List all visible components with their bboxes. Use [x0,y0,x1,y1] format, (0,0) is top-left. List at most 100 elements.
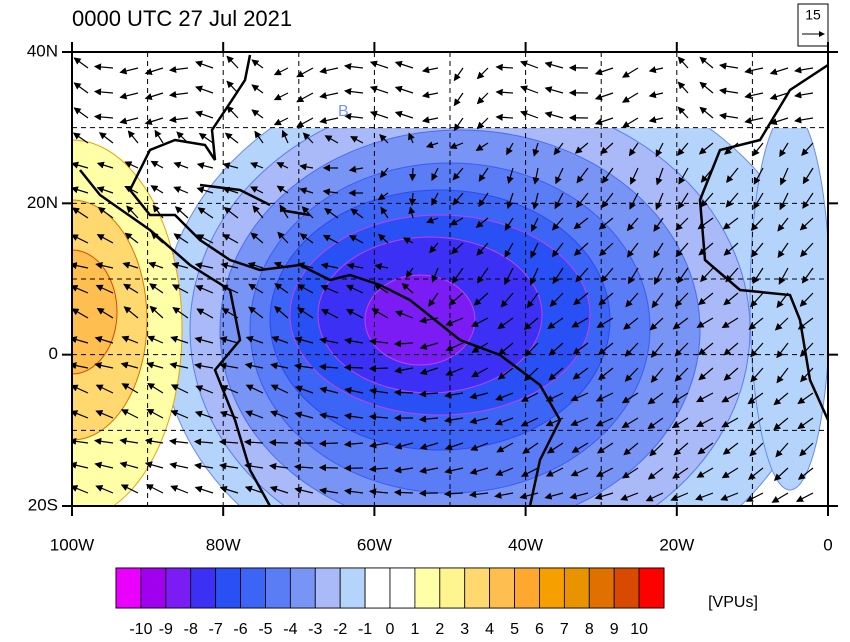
x-tick-label: 40W [508,535,543,554]
wind-vector [799,342,814,357]
wind-vector [273,117,289,126]
wind-vector [294,411,314,419]
wind-vector [154,129,164,144]
wind-vector [270,362,289,370]
wind-vector [478,167,489,182]
wind-vector [72,161,89,169]
wind-vector [696,467,714,478]
wind-vector [250,186,264,194]
wind-vector [146,409,164,419]
wind-vector [752,267,764,285]
wind-vector [519,492,539,500]
wind-vector [452,192,464,206]
wind-vector [222,186,239,194]
wind-vector [744,92,764,100]
wind-vector [445,342,464,352]
wind-vector [448,292,464,306]
wind-vector [144,117,164,126]
wind-vector [671,417,689,429]
colorbar-label: -2 [333,621,347,638]
wind-vector [198,132,214,144]
wind-vector [96,186,114,194]
wind-vector [453,117,464,132]
wind-vector [425,141,439,149]
wind-vector [72,234,89,244]
wind-vector [220,385,239,394]
wind-vector [324,208,339,219]
wind-vector [195,85,214,94]
colorbar-box [563,567,590,609]
wind-vector [146,361,164,369]
wind-vector [93,437,114,445]
wind-vector [120,361,139,369]
wind-vector [401,282,414,294]
wind-vector [171,284,189,294]
wind-vector [244,485,264,494]
wind-vector [426,216,439,224]
wind-vector [421,66,439,74]
wind-vector [418,390,439,398]
wind-vector [773,392,789,406]
wind-vector [419,342,439,350]
wind-vector [506,192,514,210]
wind-vector [72,262,89,270]
wind-vector [322,234,339,244]
wind-vector [393,388,414,397]
colorbar-label: -5 [258,621,272,638]
wind-vector [546,442,564,454]
colorbar-box [314,567,341,609]
wind-vector [147,335,164,344]
wind-vector [674,342,689,357]
wind-vector [495,467,514,476]
wind-vector [699,81,714,94]
colorbar-box [190,567,217,609]
wind-vector [345,284,364,294]
wind-vector [408,206,416,219]
wind-vector [445,367,464,376]
wind-vector [379,134,389,144]
wind-vector [373,283,389,294]
wind-vector [594,492,614,500]
wind-vector [719,62,739,70]
colorbar-label: -9 [159,621,173,638]
colorbar-box [613,567,640,609]
wind-vector [224,132,239,144]
wind-vector [394,442,414,450]
wind-vector [676,267,689,284]
wind-vector [169,361,189,369]
wind-vector [719,112,739,120]
wind-vector [524,367,539,382]
wind-vector [721,467,739,479]
wind-vector [408,132,415,144]
wind-vector [453,67,464,82]
wind-vector [797,317,814,330]
colorbar-box [439,567,466,609]
wind-vector [547,317,564,329]
wind-vector [195,385,214,394]
wind-vector [348,235,364,244]
wind-vector [119,92,139,100]
wind-vector [629,167,639,185]
wind-vector [245,335,264,344]
wind-vector [475,142,489,151]
wind-vector [595,392,614,402]
wind-vector [345,309,364,319]
colorbar-label: 2 [435,621,444,638]
colorbar-label: 7 [560,621,569,638]
wind-vector [750,342,764,358]
wind-vector [495,88,514,96]
wind-vector [369,441,389,449]
shading [159,128,828,506]
wind-vector [769,117,789,126]
wind-vector [343,440,364,448]
wind-vector [294,385,314,394]
colorbar-units: [VPUs] [708,594,758,611]
wind-vector [645,492,664,502]
wind-vector [299,233,314,244]
wind-vector [696,317,714,328]
wind-vector [95,284,114,294]
wind-vector [293,463,314,471]
wind-vector [596,442,614,454]
wind-vector [627,267,639,285]
wind-vector [496,442,514,453]
